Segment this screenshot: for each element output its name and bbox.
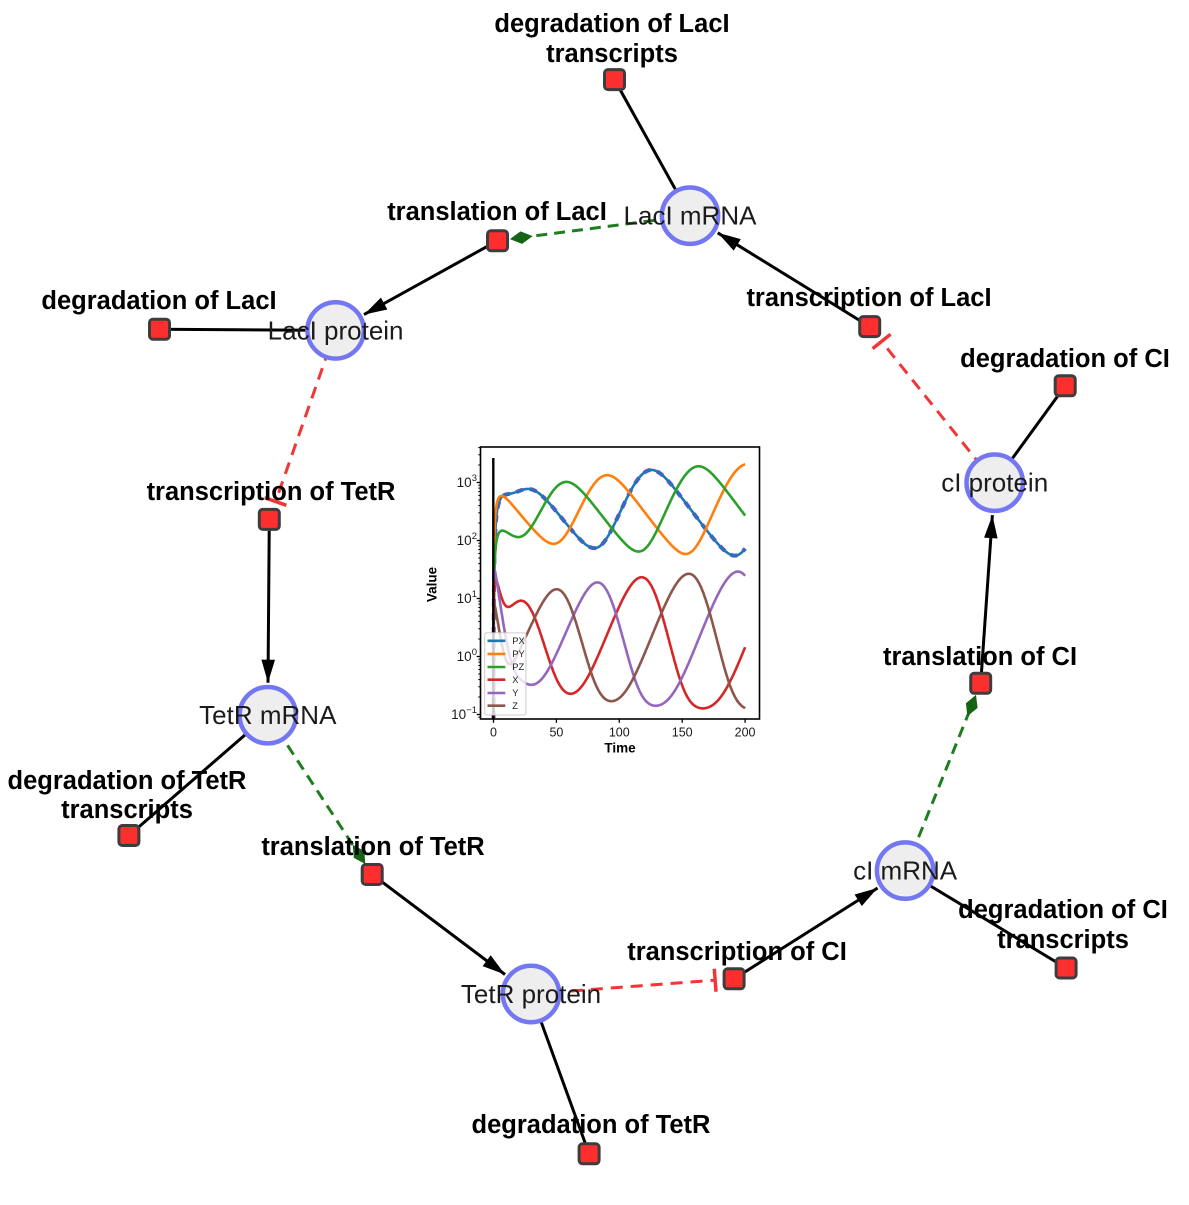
svg-text:transcription of CI: transcription of CI <box>627 938 847 966</box>
svg-text:100: 100 <box>609 726 630 740</box>
svg-text:PX: PX <box>512 636 524 646</box>
svg-text:translation of CI: translation of CI <box>883 643 1077 671</box>
svg-text:transcripts: transcripts <box>61 796 193 824</box>
svg-text:150: 150 <box>672 726 693 740</box>
svg-text:Z: Z <box>512 701 518 711</box>
svg-text:Value: Value <box>425 566 440 602</box>
svg-text:cI protein: cI protein <box>941 468 1048 498</box>
svg-text:degradation of CI: degradation of CI <box>958 896 1168 924</box>
svg-text:Time: Time <box>604 741 636 756</box>
svg-text:PZ: PZ <box>512 662 524 672</box>
svg-text:transcripts: transcripts <box>546 40 678 68</box>
svg-text:0: 0 <box>490 726 497 740</box>
svg-text:TetR protein: TetR protein <box>461 979 601 1009</box>
svg-text:Y: Y <box>512 688 518 698</box>
svg-text:LacI protein: LacI protein <box>268 315 404 345</box>
svg-text:degradation of TetR: degradation of TetR <box>8 767 247 795</box>
svg-text:TetR mRNA: TetR mRNA <box>199 700 337 730</box>
svg-text:degradation of TetR: degradation of TetR <box>472 1111 711 1139</box>
svg-text:cI mRNA: cI mRNA <box>853 856 958 886</box>
svg-text:degradation of LacI: degradation of LacI <box>41 287 276 315</box>
svg-text:transcripts: transcripts <box>997 926 1129 954</box>
svg-text:transcription of LacI: transcription of LacI <box>746 284 991 312</box>
svg-text:translation of LacI: translation of LacI <box>387 198 607 226</box>
svg-text:degradation of CI: degradation of CI <box>960 345 1170 373</box>
svg-text:LacI mRNA: LacI mRNA <box>624 201 758 231</box>
svg-text:degradation of LacI: degradation of LacI <box>494 10 729 38</box>
svg-text:PY: PY <box>512 649 524 659</box>
svg-text:transcription of TetR: transcription of TetR <box>147 478 396 506</box>
svg-text:X: X <box>512 675 518 685</box>
svg-text:50: 50 <box>549 726 563 740</box>
svg-text:translation of TetR: translation of TetR <box>261 833 484 861</box>
svg-text:200: 200 <box>735 726 756 740</box>
